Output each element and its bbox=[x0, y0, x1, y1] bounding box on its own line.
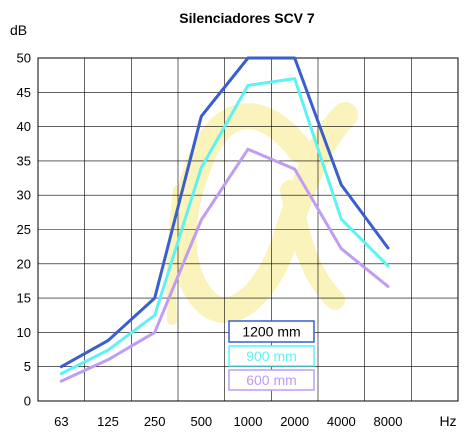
x-tick-label: 125 bbox=[97, 414, 119, 429]
x-tick-label: 4000 bbox=[327, 414, 356, 429]
legend-entry: 900 mm bbox=[246, 348, 297, 364]
legend-entry: 600 mm bbox=[246, 372, 297, 388]
x-tick-label: 1000 bbox=[234, 414, 263, 429]
chart-title: Silenciadores SCV 7 bbox=[179, 10, 315, 26]
x-tick-label: 250 bbox=[144, 414, 166, 429]
y-tick-label: 20 bbox=[17, 256, 31, 271]
series-line-900-mm bbox=[59, 77, 390, 376]
y-tick-label: 35 bbox=[17, 153, 31, 168]
legend-box bbox=[228, 345, 315, 367]
series-lines bbox=[59, 56, 390, 383]
y-axis-ticks: 0 5 10 15 20 25 30 35 40 45 50 bbox=[17, 51, 31, 409]
alpha-watermark-tail bbox=[280, 180, 345, 310]
y-axis-label: dB bbox=[10, 22, 27, 38]
legend-box bbox=[228, 320, 315, 343]
x-tick-label: 2000 bbox=[280, 414, 309, 429]
y-tick-label: 15 bbox=[17, 291, 31, 306]
y-tick-label: 0 bbox=[24, 394, 31, 409]
y-tick-label: 50 bbox=[17, 51, 31, 66]
y-tick-label: 10 bbox=[17, 325, 31, 340]
y-tick-label: 45 bbox=[17, 85, 31, 100]
x-axis-ticks: 63 125 250 500 1000 2000 4000 8000 bbox=[54, 414, 402, 429]
alpha-watermark-loop bbox=[170, 102, 358, 323]
series-line-1200-mm bbox=[59, 56, 390, 369]
series-line-600-mm bbox=[59, 147, 390, 383]
y-tick-label: 5 bbox=[24, 359, 31, 374]
legend: 1200 mm 900 mm 600 mm bbox=[228, 320, 315, 391]
y-tick-label: 25 bbox=[17, 222, 31, 237]
y-tick-label: 40 bbox=[17, 119, 31, 134]
legend-entry: 1200 mm bbox=[242, 324, 300, 340]
x-axis-label: Hz bbox=[439, 413, 456, 429]
x-tick-label: 8000 bbox=[374, 414, 403, 429]
x-tick-label: 500 bbox=[190, 414, 212, 429]
legend-box bbox=[228, 369, 315, 391]
x-tick-label: 63 bbox=[54, 414, 68, 429]
y-tick-label: 30 bbox=[17, 188, 31, 203]
